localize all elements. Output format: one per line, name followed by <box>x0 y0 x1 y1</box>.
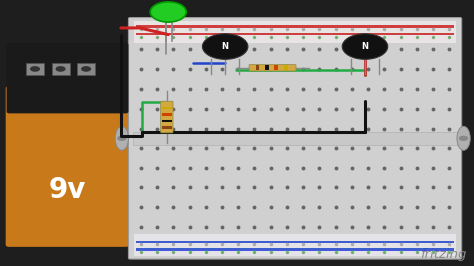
Bar <box>136 25 454 28</box>
Bar <box>274 65 278 70</box>
Bar <box>162 120 172 122</box>
Bar <box>136 240 454 243</box>
Circle shape <box>202 34 248 59</box>
Bar <box>134 234 456 256</box>
Bar <box>136 248 454 251</box>
Bar <box>265 65 269 70</box>
Text: 9v: 9v <box>49 176 86 204</box>
Bar <box>284 65 288 70</box>
Bar <box>162 107 172 109</box>
FancyBboxPatch shape <box>161 101 173 133</box>
FancyBboxPatch shape <box>128 18 462 259</box>
Text: N: N <box>222 42 228 51</box>
Text: fritzing: fritzing <box>420 248 467 261</box>
FancyBboxPatch shape <box>7 43 128 113</box>
FancyBboxPatch shape <box>249 65 296 71</box>
FancyBboxPatch shape <box>6 86 129 247</box>
Bar <box>134 21 456 43</box>
Circle shape <box>117 136 127 141</box>
Bar <box>77 63 95 75</box>
Circle shape <box>459 136 468 141</box>
Circle shape <box>150 2 186 22</box>
Circle shape <box>30 66 40 72</box>
Circle shape <box>55 66 65 72</box>
Bar <box>255 65 259 70</box>
Circle shape <box>342 34 388 59</box>
Text: N: N <box>362 42 368 51</box>
Bar <box>162 113 172 116</box>
Bar <box>133 132 457 145</box>
Circle shape <box>81 66 91 72</box>
Ellipse shape <box>115 126 128 150</box>
Bar <box>52 63 70 75</box>
Ellipse shape <box>457 126 470 150</box>
Bar <box>136 33 454 35</box>
Bar <box>162 126 172 128</box>
Bar <box>26 63 44 75</box>
